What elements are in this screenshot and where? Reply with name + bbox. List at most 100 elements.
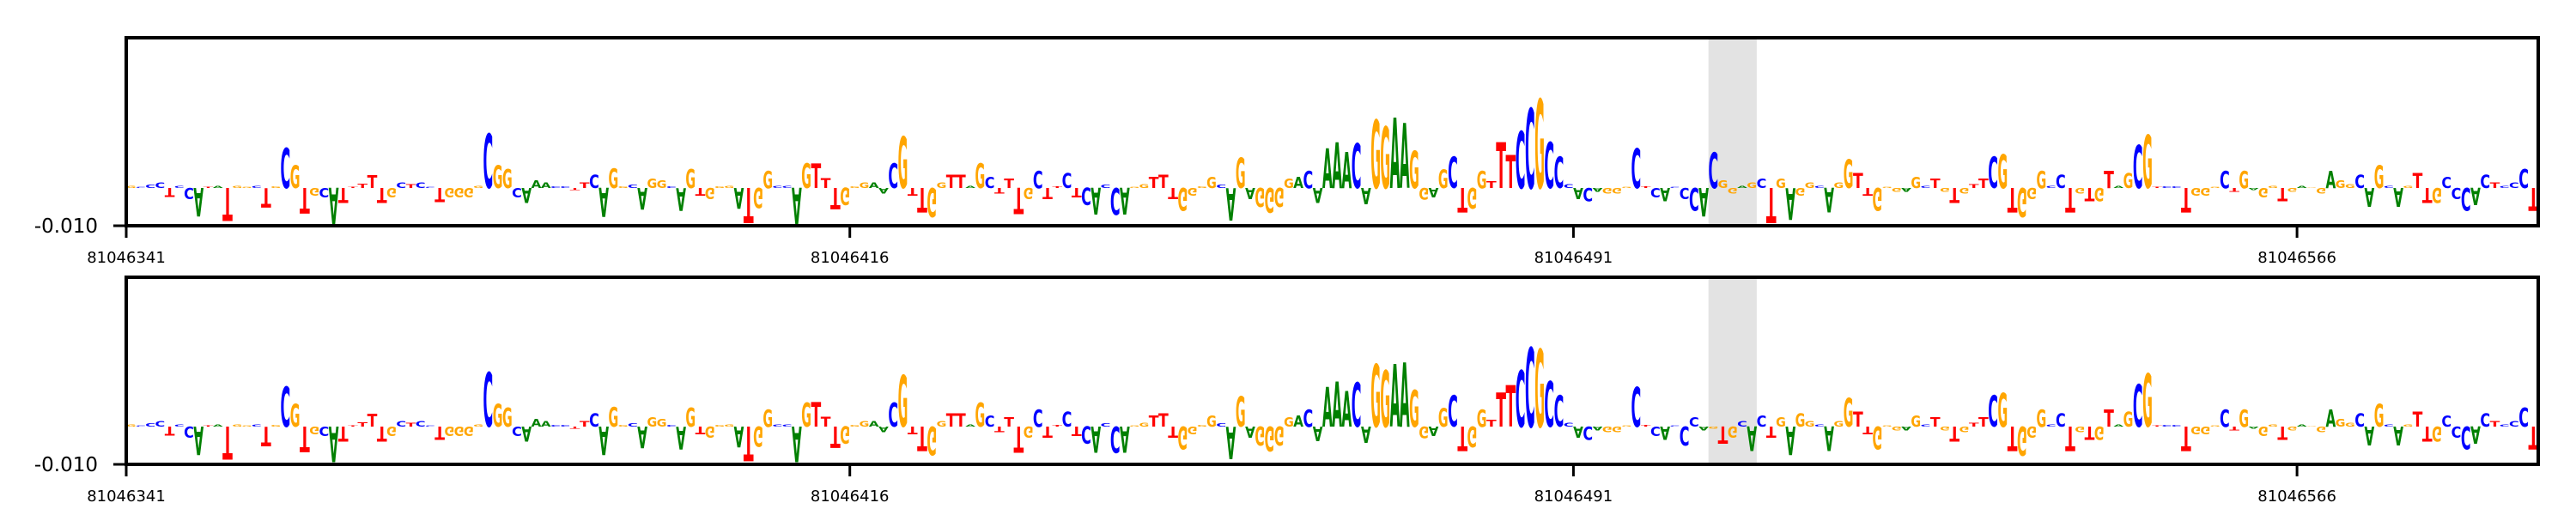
logo-letter-T: T — [368, 172, 378, 192]
logo-letter-G: G — [1872, 180, 1882, 217]
logo-letter-T: T — [1505, 375, 1516, 441]
logo-letter-G: G — [2075, 185, 2085, 195]
logo-letter-G: G — [493, 398, 503, 434]
logo-letter-G: G — [386, 423, 397, 438]
logo-letter-C: C — [2354, 173, 2365, 193]
logo-letter-A: A — [2364, 181, 2374, 211]
logo-letter-G: G — [1177, 180, 1188, 217]
logo-letter-T: T — [570, 426, 581, 428]
logo-letter-A: A — [2326, 407, 2336, 433]
logo-letter-T: T — [1042, 422, 1053, 439]
logo-letter-G: G — [2210, 426, 2221, 427]
logo-letter-C: C — [1081, 421, 1091, 448]
logo-letter-G: G — [1024, 184, 1034, 202]
logo-letter-A: A — [1901, 186, 1911, 192]
logo-letter-A: A — [1332, 370, 1342, 442]
logo-letter-C: C — [416, 420, 426, 428]
logo-letter-C: C — [1650, 423, 1661, 438]
logo-letter-G: G — [445, 185, 455, 199]
logo-letter-G: G — [2403, 424, 2413, 427]
logo-letter-A: A — [869, 180, 879, 190]
logo-letter-C: C — [2056, 173, 2066, 193]
logo-letter-T: T — [300, 179, 310, 219]
logo-letter-C: C — [1303, 167, 1314, 194]
logo-letter-G: G — [1380, 110, 1390, 209]
logo-letter-C: C — [1689, 180, 1699, 217]
logo-letter-C: C — [425, 186, 435, 188]
logo-letter-G: G — [1467, 419, 1478, 452]
logo-letter-G: G — [1188, 185, 1198, 197]
logo-letter-T: T — [2104, 406, 2114, 433]
logo-letter-G: G — [2374, 159, 2385, 196]
logo-letter-T: T — [580, 420, 591, 429]
logo-letter-A: A — [965, 185, 975, 188]
logo-letter-G: G — [1419, 184, 1429, 202]
logo-letter-A: A — [1390, 99, 1400, 210]
logo-letter-T: T — [338, 421, 349, 445]
logo-letter-C: C — [1062, 408, 1072, 432]
logo-letter-T: T — [1486, 180, 1497, 191]
logo-letter-T: T — [1930, 176, 1941, 191]
highlight-region — [1708, 277, 1757, 464]
logo-letter-T: T — [821, 415, 832, 430]
logo-letter-G: G — [1255, 181, 1265, 212]
logo-letter-G: G — [2403, 185, 2413, 189]
logo-letter-C: C — [2133, 133, 2143, 202]
logo-letter-T: T — [377, 183, 387, 208]
logo-letter-C: C — [425, 425, 435, 427]
logo-letter-T: T — [1457, 418, 1467, 457]
logo-letter-C: C — [319, 185, 329, 199]
logo-letter-C: C — [888, 156, 898, 196]
logo-letter-A: A — [1293, 412, 1303, 431]
logo-letter-G: G — [502, 403, 513, 433]
logo-letter-A: A — [1091, 179, 1101, 222]
logo-letter-T: T — [434, 421, 445, 443]
logo-letter-C: C — [281, 138, 291, 202]
logo-letter-T: T — [204, 425, 215, 427]
logo-letter-G: G — [1380, 356, 1390, 446]
logo-letter-A: A — [1341, 381, 1352, 439]
logo-letter-C: C — [985, 174, 995, 192]
logo-letter-G: G — [270, 425, 281, 427]
logo-letter-A: A — [1120, 417, 1130, 458]
logo-letter-G: G — [1284, 176, 1294, 191]
logo-letter-G: G — [1805, 180, 1815, 190]
logo-letter-G: G — [454, 185, 465, 199]
logo-letter-C: C — [2518, 164, 2529, 194]
logo-letter-C: C — [416, 181, 426, 190]
logo-letter-C: C — [1352, 373, 1362, 442]
logo-letter-A: A — [1824, 417, 1834, 457]
logo-letter-G: G — [618, 425, 629, 427]
logo-letter-C: C — [1033, 167, 1043, 194]
logo-letter-A: A — [213, 185, 223, 189]
logo-letter-A: A — [2249, 426, 2259, 429]
logo-letter-A: A — [1400, 107, 1410, 209]
logo-letter-G: G — [290, 159, 301, 196]
logo-letter-T: T — [1149, 174, 1159, 192]
logo-letter-A: A — [878, 425, 889, 434]
logo-letter-C: C — [1564, 421, 1574, 427]
logo-letter-G: G — [1197, 425, 1207, 427]
logo-letter-G: G — [2316, 425, 2326, 434]
logo-letter-A: A — [878, 186, 889, 196]
logo-letter-T: T — [946, 409, 957, 431]
logo-letter-G: G — [1959, 425, 1970, 434]
logo-letter-A: A — [2113, 424, 2123, 427]
logo-letter-G: G — [290, 398, 301, 434]
logo-letter-C: C — [1110, 179, 1121, 221]
logo-letter-G: G — [1129, 426, 1139, 427]
logo-letter-C: C — [1680, 420, 1690, 450]
logo-letter-G: G — [975, 396, 986, 434]
logo-letter-G: G — [2268, 185, 2278, 189]
x-tick-label: 81046341 — [87, 249, 166, 267]
logo-letter-G: G — [126, 424, 137, 427]
logo-letter-G: G — [1236, 390, 1246, 438]
logo-letter-T: T — [2490, 181, 2501, 191]
logo-letter-T: T — [696, 424, 707, 437]
logo-letter-A: A — [1226, 416, 1236, 468]
logo-letter-T: T — [2277, 421, 2288, 443]
logo-letter-G: G — [1409, 142, 1419, 201]
logo-letter-T: T — [2277, 183, 2287, 204]
logo-letter-A: A — [193, 417, 204, 462]
logo-letter-T: T — [165, 423, 175, 438]
